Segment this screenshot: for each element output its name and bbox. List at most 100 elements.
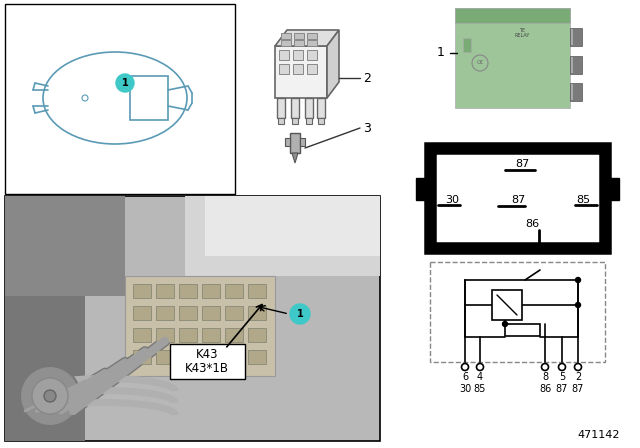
Text: 1: 1 bbox=[122, 78, 129, 88]
Bar bbox=[179, 328, 197, 342]
Bar bbox=[278, 118, 284, 124]
Text: 3: 3 bbox=[363, 121, 371, 134]
Bar bbox=[170, 344, 245, 379]
Text: 6: 6 bbox=[462, 372, 468, 382]
Bar bbox=[307, 33, 317, 39]
Circle shape bbox=[541, 363, 548, 370]
Bar bbox=[571, 29, 573, 45]
Text: K43*1B: K43*1B bbox=[185, 362, 229, 375]
Bar bbox=[505, 324, 540, 336]
Bar bbox=[202, 306, 220, 320]
Circle shape bbox=[461, 363, 468, 370]
Text: 86: 86 bbox=[525, 219, 539, 229]
Bar bbox=[570, 28, 582, 46]
Bar bbox=[605, 178, 619, 200]
Polygon shape bbox=[292, 153, 298, 163]
Text: 87: 87 bbox=[556, 384, 568, 394]
Bar bbox=[455, 8, 570, 108]
Bar bbox=[307, 64, 317, 74]
Circle shape bbox=[116, 74, 134, 92]
Bar bbox=[133, 328, 151, 342]
Bar bbox=[5, 196, 125, 296]
Text: 87: 87 bbox=[572, 384, 584, 394]
Bar bbox=[133, 284, 151, 298]
Bar bbox=[133, 350, 151, 364]
Text: 8: 8 bbox=[542, 372, 548, 382]
Bar bbox=[318, 118, 324, 124]
Bar bbox=[281, 40, 291, 46]
Bar bbox=[225, 306, 243, 320]
Bar bbox=[430, 148, 605, 248]
Bar bbox=[202, 328, 220, 342]
Bar bbox=[279, 64, 289, 74]
Polygon shape bbox=[327, 30, 339, 98]
Bar bbox=[202, 284, 220, 298]
Bar bbox=[294, 33, 304, 39]
Text: 2: 2 bbox=[575, 372, 581, 382]
Circle shape bbox=[575, 277, 580, 283]
Bar bbox=[492, 290, 522, 320]
Circle shape bbox=[559, 363, 566, 370]
Circle shape bbox=[502, 322, 508, 327]
Bar bbox=[156, 306, 174, 320]
Bar bbox=[307, 40, 317, 46]
Text: 30: 30 bbox=[445, 195, 459, 205]
Bar bbox=[570, 56, 582, 74]
Text: 4: 4 bbox=[477, 372, 483, 382]
Bar bbox=[416, 178, 430, 200]
Bar bbox=[571, 84, 573, 100]
Bar bbox=[156, 328, 174, 342]
Text: 87: 87 bbox=[515, 159, 529, 169]
Text: C€: C€ bbox=[476, 60, 484, 65]
Bar bbox=[293, 64, 303, 74]
Circle shape bbox=[20, 366, 80, 426]
Bar bbox=[248, 350, 266, 364]
Text: 2: 2 bbox=[363, 72, 371, 85]
Bar bbox=[307, 50, 317, 60]
Bar bbox=[225, 328, 243, 342]
Polygon shape bbox=[275, 30, 339, 46]
Bar bbox=[125, 276, 275, 376]
Bar bbox=[248, 328, 266, 342]
Bar bbox=[430, 262, 605, 362]
Bar bbox=[156, 284, 174, 298]
Bar bbox=[281, 33, 291, 39]
Text: K43: K43 bbox=[196, 348, 218, 361]
Bar bbox=[179, 284, 197, 298]
Bar bbox=[179, 350, 197, 364]
Bar bbox=[156, 350, 174, 364]
Bar bbox=[179, 306, 197, 320]
Bar bbox=[275, 46, 327, 98]
Bar bbox=[5, 196, 380, 441]
Bar bbox=[291, 98, 299, 118]
Bar bbox=[455, 8, 570, 23]
Text: 471142: 471142 bbox=[577, 430, 620, 440]
Text: 85: 85 bbox=[576, 195, 590, 205]
Text: 1: 1 bbox=[296, 309, 303, 319]
Bar bbox=[5, 4, 235, 194]
Bar bbox=[130, 76, 168, 120]
Text: 5: 5 bbox=[559, 372, 565, 382]
Bar bbox=[205, 196, 380, 256]
Bar bbox=[290, 133, 300, 153]
Bar bbox=[293, 50, 303, 60]
Bar bbox=[279, 50, 289, 60]
Bar bbox=[317, 98, 325, 118]
Bar bbox=[294, 40, 304, 46]
Bar bbox=[306, 118, 312, 124]
Bar bbox=[5, 296, 85, 441]
Text: 85: 85 bbox=[474, 384, 486, 394]
Bar bbox=[133, 306, 151, 320]
Text: 1: 1 bbox=[437, 47, 445, 60]
Text: 30: 30 bbox=[459, 384, 471, 394]
Circle shape bbox=[44, 390, 56, 402]
Bar bbox=[202, 350, 220, 364]
Bar bbox=[248, 306, 266, 320]
Circle shape bbox=[575, 302, 580, 307]
Bar bbox=[248, 284, 266, 298]
Text: 87: 87 bbox=[511, 195, 525, 205]
Bar bbox=[225, 350, 243, 364]
Circle shape bbox=[477, 363, 483, 370]
Bar bbox=[225, 284, 243, 298]
Bar bbox=[292, 118, 298, 124]
